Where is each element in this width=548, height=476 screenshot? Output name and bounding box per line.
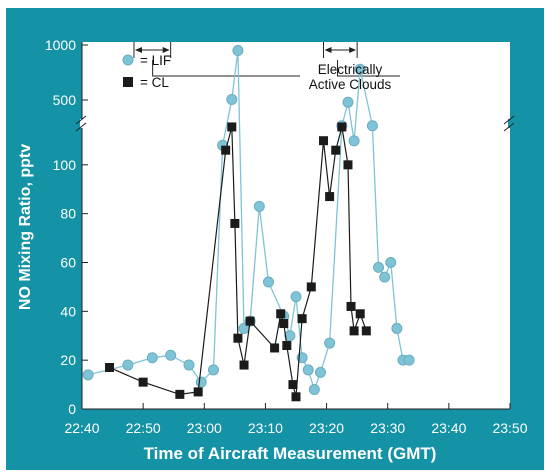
lif-point [348, 135, 360, 147]
lif-point [146, 352, 158, 364]
x-tick-label: 23:40 [431, 420, 466, 436]
lif-point [207, 364, 219, 376]
cl-point [337, 122, 347, 132]
lif-point [183, 359, 195, 371]
lif-point [165, 349, 177, 361]
cl-point [346, 301, 356, 311]
active-cloud-markers [133, 42, 400, 77]
cl-point [227, 122, 237, 132]
cl-point [319, 136, 329, 146]
x-tick-label: 22:50 [126, 420, 161, 436]
legend: = LIF = CL [122, 53, 171, 90]
series-lif [82, 45, 415, 395]
lif-point [391, 322, 403, 334]
cl-point [233, 333, 243, 343]
cl-point [325, 192, 335, 202]
cloud-period-arrow-right [349, 47, 357, 53]
y-axis-label: NO Mixing Ratio, pptv [17, 144, 34, 310]
lif-point [308, 383, 320, 395]
annotation-line1: Electrically [318, 62, 383, 77]
annotation: Electrically Active Clouds [309, 62, 392, 92]
lif-point [314, 366, 326, 378]
lif-point [342, 96, 354, 108]
y-tick-label: 1000 [45, 37, 76, 53]
lif-point [366, 120, 378, 132]
cl-point [193, 387, 203, 397]
annotation-connector-left [152, 60, 300, 77]
lif-point [379, 271, 391, 283]
cl-point [331, 145, 341, 155]
legend-cl-label: = CL [140, 75, 169, 90]
cl-point [361, 326, 371, 336]
y-break-slash-right-bottom [503, 122, 515, 132]
lif-point [403, 354, 415, 366]
y-axis-break [75, 115, 515, 132]
y-tick-label: 500 [53, 92, 77, 108]
cl-point [279, 319, 289, 329]
legend-lif-marker [122, 54, 134, 66]
y-tick-label: 60 [60, 255, 76, 271]
cl-point [221, 145, 231, 155]
lif-point [385, 257, 397, 268]
cloud-period-arrow-left [134, 47, 142, 53]
x-tick-label: 23:20 [309, 420, 344, 436]
y-tick-label: 80 [60, 206, 76, 222]
lif-point [253, 200, 265, 212]
lif-point [262, 276, 274, 288]
cl-point [282, 341, 292, 351]
cl-point [297, 314, 307, 324]
lif-point [232, 45, 244, 56]
cl-point [306, 282, 316, 292]
axis-ticks: 0 20 40 60 80 100 500 1000 22:40 22:50 23:00 23:10 2… [45, 37, 528, 436]
x-tick-label: 23:30 [370, 420, 405, 436]
cl-point [349, 326, 359, 336]
y-tick-label: 20 [60, 352, 76, 368]
lif-point [82, 369, 94, 381]
y-break-gap-right [508, 119, 512, 128]
cl-point [175, 389, 185, 399]
cl-point [288, 380, 298, 390]
annotation-connector-right [337, 60, 400, 77]
x-tick-label: 23:00 [187, 420, 222, 436]
y-break-slash-right-top [503, 115, 515, 125]
cl-point [276, 309, 286, 319]
cl-point [230, 218, 240, 228]
cl-point [245, 316, 255, 326]
cl-point [355, 309, 365, 319]
lif-point [324, 337, 336, 349]
lif-point [122, 359, 134, 371]
plot-area [82, 42, 510, 409]
cl-point [343, 160, 353, 170]
legend-lif-label: = LIF [140, 53, 171, 68]
y-tick-label: 100 [53, 157, 77, 173]
x-axis-label: Time of Aircraft Measurement (GMT) [144, 444, 437, 463]
cl-point [291, 392, 301, 402]
lif-point [290, 291, 302, 303]
x-tick-label: 23:50 [492, 420, 527, 436]
cl-point [105, 362, 115, 372]
y-break-gap [80, 119, 84, 128]
cl-point [270, 343, 280, 353]
cl-point [138, 377, 148, 387]
y-break-slash-bottom [75, 122, 87, 132]
x-tick-label: 23:10 [248, 420, 283, 436]
annotation-line2: Active Clouds [309, 77, 392, 92]
y-tick-label: 0 [68, 401, 76, 417]
lif-point [226, 93, 238, 105]
y-tick-label: 40 [60, 303, 76, 319]
lif-point [302, 364, 314, 376]
x-tick-label: 22:40 [64, 420, 99, 436]
y-break-slash-top [75, 115, 87, 125]
lif-point [354, 63, 366, 75]
lif-point [373, 261, 385, 273]
series-cl [105, 122, 371, 402]
legend-cl-marker [123, 77, 133, 87]
cloud-period-arrow-right [162, 47, 170, 53]
cloud-period-arrow-left [324, 47, 332, 53]
lif-point [195, 376, 207, 388]
cl-point [239, 360, 249, 370]
